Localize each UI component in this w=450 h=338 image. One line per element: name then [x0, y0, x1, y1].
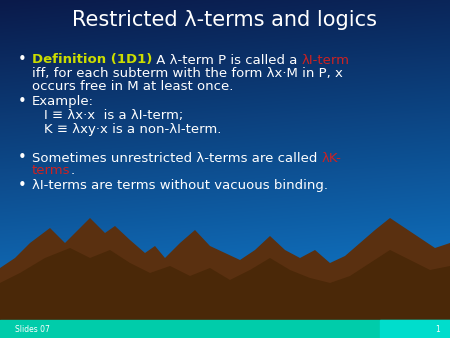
Text: λI-terms are terms without vacuous binding.: λI-terms are terms without vacuous bindi… — [32, 178, 328, 192]
Text: λK-: λK- — [322, 151, 342, 165]
Text: K ≡ λxy·x is a non-λI-term.: K ≡ λxy·x is a non-λI-term. — [44, 123, 221, 137]
Text: terms: terms — [32, 165, 71, 177]
Polygon shape — [380, 320, 450, 338]
Text: Slides 07: Slides 07 — [15, 324, 50, 334]
Polygon shape — [0, 248, 450, 338]
Text: occurs free in M at least once.: occurs free in M at least once. — [32, 80, 234, 94]
Text: Definition (1D1): Definition (1D1) — [32, 53, 153, 67]
Text: •: • — [18, 177, 27, 193]
Text: 1: 1 — [436, 324, 441, 334]
Text: A λ-term P is called a: A λ-term P is called a — [153, 53, 302, 67]
Text: λI-term: λI-term — [302, 53, 350, 67]
Text: .: . — [71, 165, 75, 177]
Text: Restricted λ-terms and logics: Restricted λ-terms and logics — [72, 10, 378, 30]
Polygon shape — [0, 218, 450, 338]
Text: Sometimes unrestricted λ-terms are called: Sometimes unrestricted λ-terms are calle… — [32, 151, 322, 165]
Text: Example:: Example: — [32, 95, 94, 107]
Text: I ≡ λx·x  is a λI-term;: I ≡ λx·x is a λI-term; — [44, 110, 183, 122]
Text: •: • — [18, 150, 27, 166]
Text: •: • — [18, 94, 27, 108]
Text: iff, for each subterm with the form λx·M in P, x: iff, for each subterm with the form λx·M… — [32, 68, 343, 80]
Text: •: • — [18, 52, 27, 68]
